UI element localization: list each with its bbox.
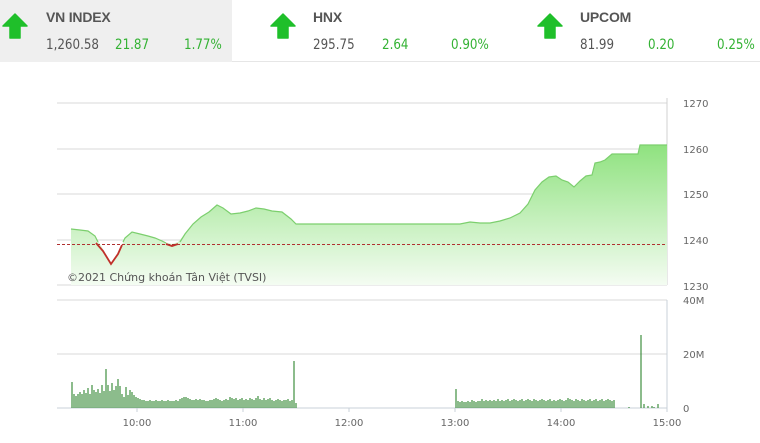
svg-text:13:00: 13:00	[441, 418, 470, 429]
index-change: 21.87	[115, 37, 150, 53]
index-name: UPCOM	[580, 9, 632, 25]
svg-text:14:00: 14:00	[547, 418, 576, 429]
arrow-up-icon	[537, 13, 563, 39]
index-card-upcom[interactable]: UPCOM 81.99 0.20 0.25%	[535, 0, 760, 62]
svg-text:1260: 1260	[683, 145, 708, 156]
svg-text:20M: 20M	[683, 350, 704, 361]
index-card-hnx[interactable]: HNX 295.75 2.64 0.90%	[268, 0, 508, 62]
volume-bars	[71, 335, 659, 408]
index-value: 1,260.58	[46, 37, 99, 53]
index-card-vnindex[interactable]: VN INDEX 1,260.58 21.87 1.77%	[0, 0, 232, 62]
index-name: HNX	[313, 9, 342, 25]
svg-text:1270: 1270	[683, 99, 708, 110]
index-value: 295.75	[313, 37, 355, 53]
price-line	[70, 144, 667, 244]
volume-grid	[57, 299, 668, 412]
index-summary-bar: VN INDEX 1,260.58 21.87 1.77% HNX 295.75…	[0, 0, 760, 62]
svg-text:12:00: 12:00	[335, 418, 364, 429]
svg-text:1230: 1230	[683, 282, 708, 293]
price-axis: 1270 1260 1250 1240 1230	[683, 99, 708, 293]
svg-text:15:00: 15:00	[653, 418, 682, 429]
svg-text:10:00: 10:00	[123, 418, 152, 429]
svg-text:1250: 1250	[683, 190, 708, 201]
index-percent: 0.25%	[717, 37, 755, 53]
copyright-text: ©2021 Chứng khoán Tân Việt (TVSI)	[67, 271, 266, 284]
svg-text:40M: 40M	[683, 296, 704, 307]
index-name: VN INDEX	[46, 9, 111, 25]
time-axis: 10:00 11:00 12:00 13:00 14:00 15:00	[123, 408, 682, 429]
volume-axis: 40M 20M 0	[683, 296, 704, 415]
index-value: 81.99	[580, 37, 615, 53]
index-percent: 1.77%	[184, 37, 222, 53]
price-area	[71, 145, 667, 285]
svg-text:1240: 1240	[683, 236, 708, 247]
svg-text:11:00: 11:00	[229, 418, 258, 429]
arrow-up-icon	[270, 13, 296, 39]
index-change: 0.20	[648, 37, 675, 53]
arrow-up-icon	[2, 13, 28, 39]
index-percent: 0.90%	[451, 37, 489, 53]
index-change: 2.64	[382, 37, 409, 53]
svg-text:0: 0	[683, 404, 689, 415]
